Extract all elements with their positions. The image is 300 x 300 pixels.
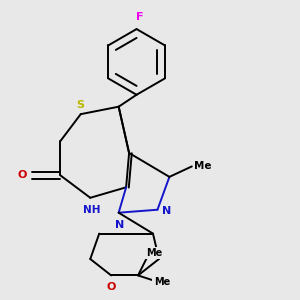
Text: N: N [162,206,172,216]
Text: NH: NH [83,205,100,215]
Text: F: F [136,12,143,22]
Text: O: O [18,170,27,180]
Text: Me: Me [146,248,163,258]
Text: Me: Me [194,161,212,171]
Text: O: O [106,282,116,292]
Text: Me: Me [154,277,170,287]
Text: S: S [76,100,84,110]
Text: N: N [115,220,124,230]
